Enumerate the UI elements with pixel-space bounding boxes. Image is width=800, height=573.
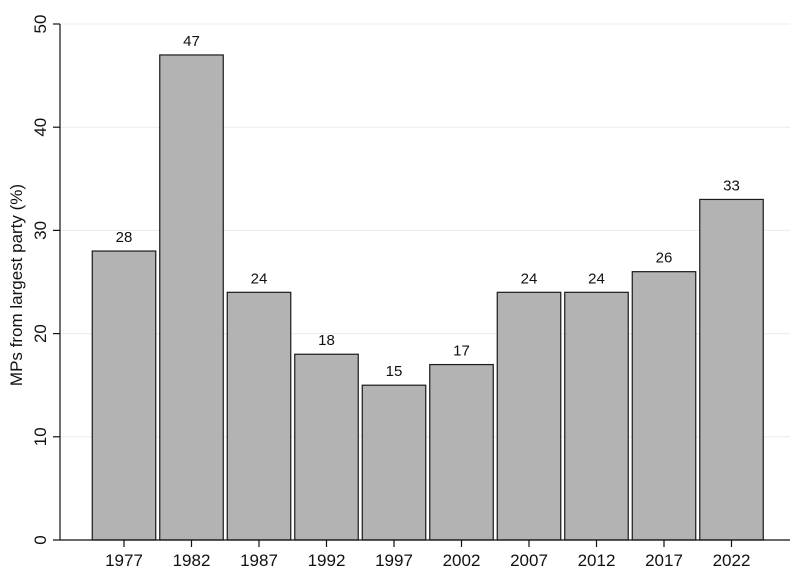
bar-value-label: 26: [656, 250, 673, 267]
bar-value-label: 17: [453, 343, 470, 360]
x-tick-label: 2017: [645, 551, 683, 570]
x-tick-label: 2022: [713, 551, 751, 570]
x-tick-label: 1982: [173, 551, 211, 570]
axes: 0 10 20 30 40 50 1977 1982 1987 1992 1997 2002 2007 2…: [31, 15, 790, 570]
y-tick-label: 10: [31, 427, 50, 446]
bar-value-label: 18: [318, 332, 335, 349]
bars: [91, 54, 764, 541]
y-tick-label: 50: [31, 15, 50, 34]
bar-1997: [361, 384, 427, 541]
bar-value-label: 28: [116, 229, 133, 246]
x-tick-label: 1977: [105, 551, 143, 570]
y-axis-title: MPs from largest party (%): [7, 184, 26, 386]
x-tick-label: 1997: [375, 551, 413, 570]
x-tick-label: 1987: [240, 551, 278, 570]
bar-value-label: 47: [183, 33, 200, 50]
bar-1982: [159, 54, 224, 541]
bar-value-label: 15: [386, 363, 403, 380]
bar-value-label: 24: [251, 270, 268, 287]
bar-1987: [226, 291, 292, 541]
bar-2017: [631, 271, 697, 541]
y-tick-label: 0: [31, 535, 50, 544]
x-tick-label: 1992: [308, 551, 346, 570]
bar-value-labels: 28 47 24 18 15 17 24 24 26 33: [116, 33, 740, 380]
bar-2012: [564, 291, 629, 541]
y-tick-label: 20: [31, 324, 50, 343]
bar-2002: [429, 363, 494, 541]
y-tick-label: 40: [31, 118, 50, 137]
bar-value-label: 24: [521, 270, 538, 287]
y-tick-label: 30: [31, 221, 50, 240]
bar-1992: [294, 353, 359, 541]
bar-value-label: 33: [723, 177, 740, 194]
x-tick-label: 2002: [443, 551, 481, 570]
x-tick-label: 2007: [510, 551, 548, 570]
bar-value-label: 24: [588, 270, 605, 287]
bar-2022: [699, 198, 764, 541]
bar-2007: [496, 291, 562, 541]
x-tick-label: 2012: [578, 551, 616, 570]
bar-1977: [91, 250, 157, 541]
